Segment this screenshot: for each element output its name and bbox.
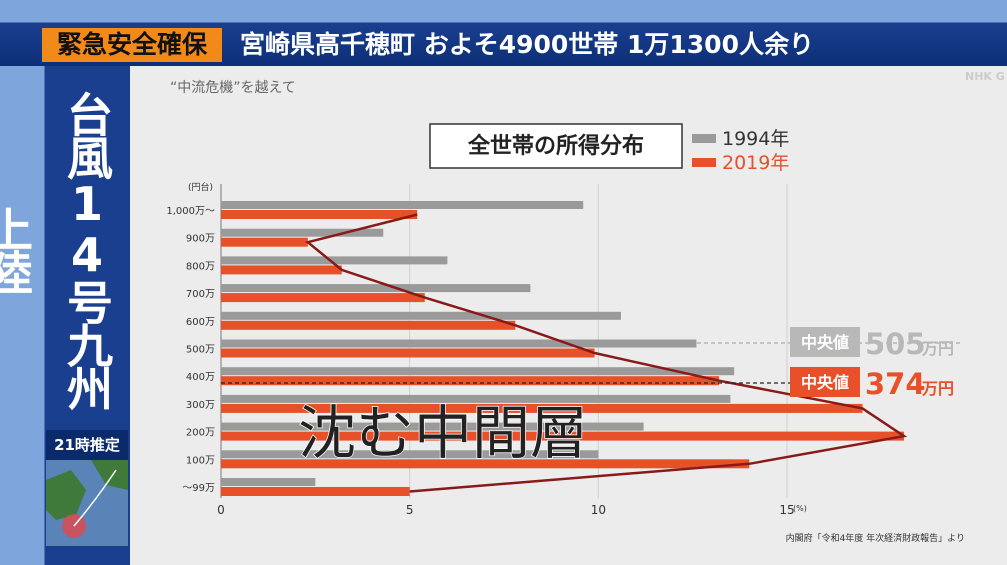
y-tick-label: 900万: [186, 234, 215, 245]
series-title: “中流危機”を越えて: [170, 80, 296, 96]
y-tick-label: 600万: [186, 317, 215, 328]
land: [46, 470, 86, 520]
bar: [221, 348, 595, 358]
median-unit: 万円: [921, 379, 954, 398]
alert-label: 緊急安全確保: [42, 28, 222, 62]
map-graphic: [46, 460, 128, 538]
legend-label: 2019年: [722, 152, 789, 174]
legend-label: 1994年: [722, 128, 789, 150]
legend-swatch: [692, 158, 716, 167]
bar: [221, 265, 342, 275]
y-tick-label: 200万: [186, 428, 215, 439]
y-tick-label: 100万: [186, 455, 215, 466]
land: [91, 460, 128, 490]
y-tick-label: 1,000万〜: [166, 206, 215, 217]
bar: [221, 210, 418, 219]
side-title: 台風14号九州上陸: [0, 90, 114, 408]
median-label: 中央値: [801, 373, 849, 392]
source: 内閣府「令和4年度 年次経済財政報告」より: [786, 532, 965, 544]
bar: [221, 450, 599, 459]
track: [73, 469, 117, 527]
y-tick-label: 400万: [186, 372, 215, 383]
bar: [221, 284, 531, 293]
median-value: 505: [865, 327, 926, 361]
y-tick-label: 〜99万: [182, 483, 215, 494]
y-tick-label: 300万: [186, 400, 215, 411]
bar: [221, 228, 384, 237]
y-tick-label: 700万: [186, 289, 215, 300]
y-unit: (円台): [188, 181, 213, 193]
logo: NHK G: [965, 70, 1005, 83]
news-banner: 緊急安全確保 宮崎県高千穂町 およそ4900世帯 1万1300人余り: [0, 0, 1007, 66]
bar: [221, 422, 644, 431]
typhoon-map: [46, 460, 128, 546]
bar: [221, 459, 750, 469]
chart-title: 全世帯の所得分布: [467, 133, 644, 159]
estimate-label: 21時推定: [46, 430, 128, 460]
median-label: 中央値: [801, 333, 849, 352]
bar: [221, 376, 720, 386]
x-unit: (%): [793, 504, 807, 513]
median-value: 374: [865, 367, 926, 401]
bar: [221, 394, 731, 403]
x-tick-label: 15: [779, 503, 794, 517]
headline: 宮崎県高千穂町 およそ4900世帯 1万1300人余り: [240, 30, 814, 59]
legend-swatch: [692, 134, 716, 143]
bar: [221, 431, 904, 441]
overlay-caption: 沈む中間層: [298, 399, 588, 467]
x-tick-label: 0: [217, 503, 225, 517]
median-badge: [790, 367, 860, 397]
bar: [221, 339, 697, 348]
bar: [221, 367, 735, 376]
bar: [221, 237, 308, 247]
bar: [221, 403, 863, 413]
y-tick-label: 800万: [186, 261, 215, 272]
chart: “中流危機”を越えて NHK G 全世帯の所得分布 (円台) (%) 内閣府「令…: [166, 70, 1005, 544]
bar: [221, 320, 516, 330]
median-unit: 万円: [921, 339, 954, 358]
x-tick-label: 10: [591, 503, 606, 517]
bar: [221, 293, 425, 303]
median-badge: [790, 327, 860, 357]
bar: [221, 478, 316, 486]
bar: [221, 487, 410, 496]
trend-outline: [305, 213, 908, 493]
x-tick-label: 5: [406, 503, 414, 517]
title-box: [429, 123, 683, 169]
bar: [221, 311, 621, 320]
bar: [221, 201, 584, 209]
y-tick-label: 500万: [186, 345, 215, 356]
bar: [221, 256, 448, 265]
